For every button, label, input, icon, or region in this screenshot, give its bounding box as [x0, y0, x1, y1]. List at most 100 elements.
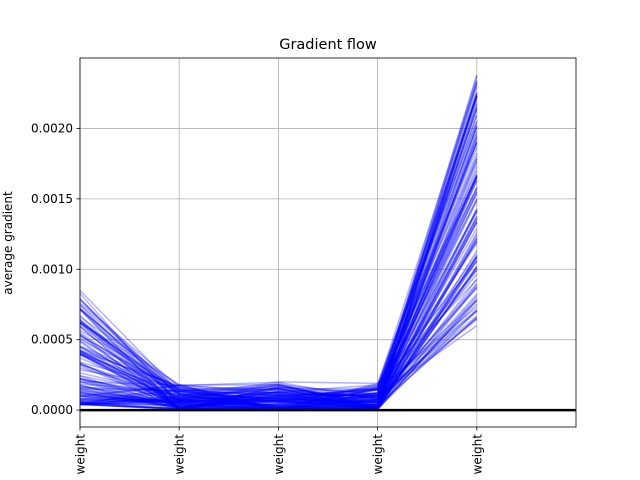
- gradient-series-line: [79, 216, 478, 409]
- gradient-series-line: [79, 76, 478, 410]
- gradient-series-line: [79, 316, 478, 406]
- gradient-series-line: [79, 221, 478, 410]
- gradient-series-line: [79, 120, 478, 409]
- gradient-series-line: [79, 210, 478, 396]
- gradient-series-line: [79, 107, 478, 406]
- gradient-series-line: [79, 324, 478, 401]
- gradient-series-line: [79, 255, 478, 404]
- y-axis-ticks: 0.0000 0.0005 0.0010 0.0015 0.0020: [31, 121, 80, 417]
- gradient-series-line: [79, 287, 478, 405]
- gradient-series-line: [79, 115, 478, 410]
- gradient-series-line: [79, 82, 478, 403]
- gradient-series-line: [79, 255, 478, 410]
- y-axis-label: average gradient: [1, 191, 15, 295]
- gradient-series-line: [79, 260, 478, 410]
- gradient-series-line: [79, 211, 478, 407]
- x-axis-ticks: weight weight weight weight weight: [74, 427, 484, 475]
- gradient-series-line: [79, 310, 478, 404]
- gradient-series-line: [79, 217, 478, 408]
- gradient-series-line: [79, 141, 478, 407]
- gradient-series-line: [79, 125, 478, 404]
- axes: [79, 57, 577, 428]
- x-tick-label: weight: [173, 434, 187, 475]
- gradient-series-line: [79, 133, 478, 409]
- gradient-series-line: [79, 266, 478, 408]
- gradient-series-line: [79, 103, 478, 401]
- y-tick-label: 0.0015: [31, 192, 73, 206]
- gradient-series-line: [79, 95, 478, 398]
- gradient-series-line: [79, 83, 478, 400]
- gradient-series-line: [79, 109, 478, 402]
- gradient-series-line: [79, 94, 478, 411]
- gradient-series-line: [79, 209, 478, 409]
- gradient-series-line: [79, 126, 478, 411]
- gradient-series-line: [79, 228, 478, 403]
- gradient-series-line: [79, 309, 478, 411]
- gradient-series-line: [79, 191, 478, 410]
- gradient-series-line: [79, 221, 478, 410]
- gradient-series-line: [79, 114, 478, 411]
- gradient-series-line: [79, 260, 478, 409]
- x-tick-label: weight: [470, 434, 484, 475]
- x-tick-label: weight: [272, 434, 286, 475]
- gradient-series-line: [79, 200, 478, 410]
- gradient-series-line: [79, 95, 478, 403]
- gradient-series-line: [79, 130, 478, 410]
- y-tick-label: 0.0005: [31, 333, 73, 347]
- gradient-series-line: [79, 180, 478, 409]
- gradient-series-line: [79, 176, 478, 410]
- y-tick-label: 0.0020: [31, 121, 73, 135]
- chart-title: Gradient flow: [279, 37, 377, 53]
- gradient-series-line: [79, 286, 478, 410]
- gradient-series-line: [79, 240, 478, 409]
- gradient-series-line: [79, 278, 478, 408]
- gradient-series-line: [79, 142, 478, 397]
- gradient-series-line: [79, 303, 478, 406]
- gradient-series-line: [79, 174, 478, 400]
- gradient-series-line: [79, 317, 478, 403]
- gradient-series-line: [79, 256, 478, 410]
- gradient-series-line: [79, 80, 478, 407]
- gradient-series-line: [79, 293, 478, 407]
- y-tick-label: 0.0010: [31, 262, 73, 276]
- gradient-series-line: [79, 191, 478, 400]
- gradient-series-line: [79, 175, 478, 406]
- gradient-series-line: [79, 152, 478, 407]
- x-tick-label: weight: [371, 434, 385, 475]
- gradient-series-line: [79, 177, 478, 411]
- gradient-series-line: [79, 215, 478, 408]
- gradient-series-line: [79, 187, 478, 408]
- gradient-series-line: [79, 92, 478, 396]
- gradient-series-line: [79, 81, 478, 396]
- plot-frame: [79, 57, 577, 428]
- gradient-series-line: [79, 278, 478, 410]
- gradient-series-line: [79, 138, 478, 405]
- gradient-series-line: [79, 273, 478, 402]
- gradient-series-line: [79, 187, 478, 401]
- gradient-series-line: [79, 95, 478, 410]
- gradient-series-line: [79, 188, 478, 406]
- gradient-series-line: [79, 209, 478, 411]
- gradient-series-line: [79, 97, 478, 406]
- gradient-series-line: [79, 198, 478, 404]
- gradient-series-line: [79, 96, 478, 410]
- series-lines: [79, 74, 478, 411]
- gradient-series-line: [79, 170, 478, 399]
- y-tick-label: 0.0000: [31, 403, 73, 417]
- gradient-series-line: [79, 269, 478, 405]
- gradient-series-line: [79, 161, 478, 408]
- gradient-series-line: [79, 257, 478, 407]
- gradient-series-line: [79, 232, 478, 410]
- gradient-series-line: [79, 219, 478, 405]
- gradient-series-line: [79, 127, 478, 408]
- gradient-series-line: [79, 174, 478, 403]
- gradient-series-line: [79, 315, 478, 408]
- gradient-series-line: [79, 156, 478, 400]
- gradient-series-line: [79, 173, 478, 403]
- gradient-series-line: [79, 107, 478, 406]
- gradient-series-line: [79, 180, 478, 407]
- gradient-series-line: [79, 266, 478, 409]
- gradient-series-line: [79, 177, 478, 409]
- gradient-series-line: [79, 193, 478, 410]
- gradient-series-line: [79, 238, 478, 411]
